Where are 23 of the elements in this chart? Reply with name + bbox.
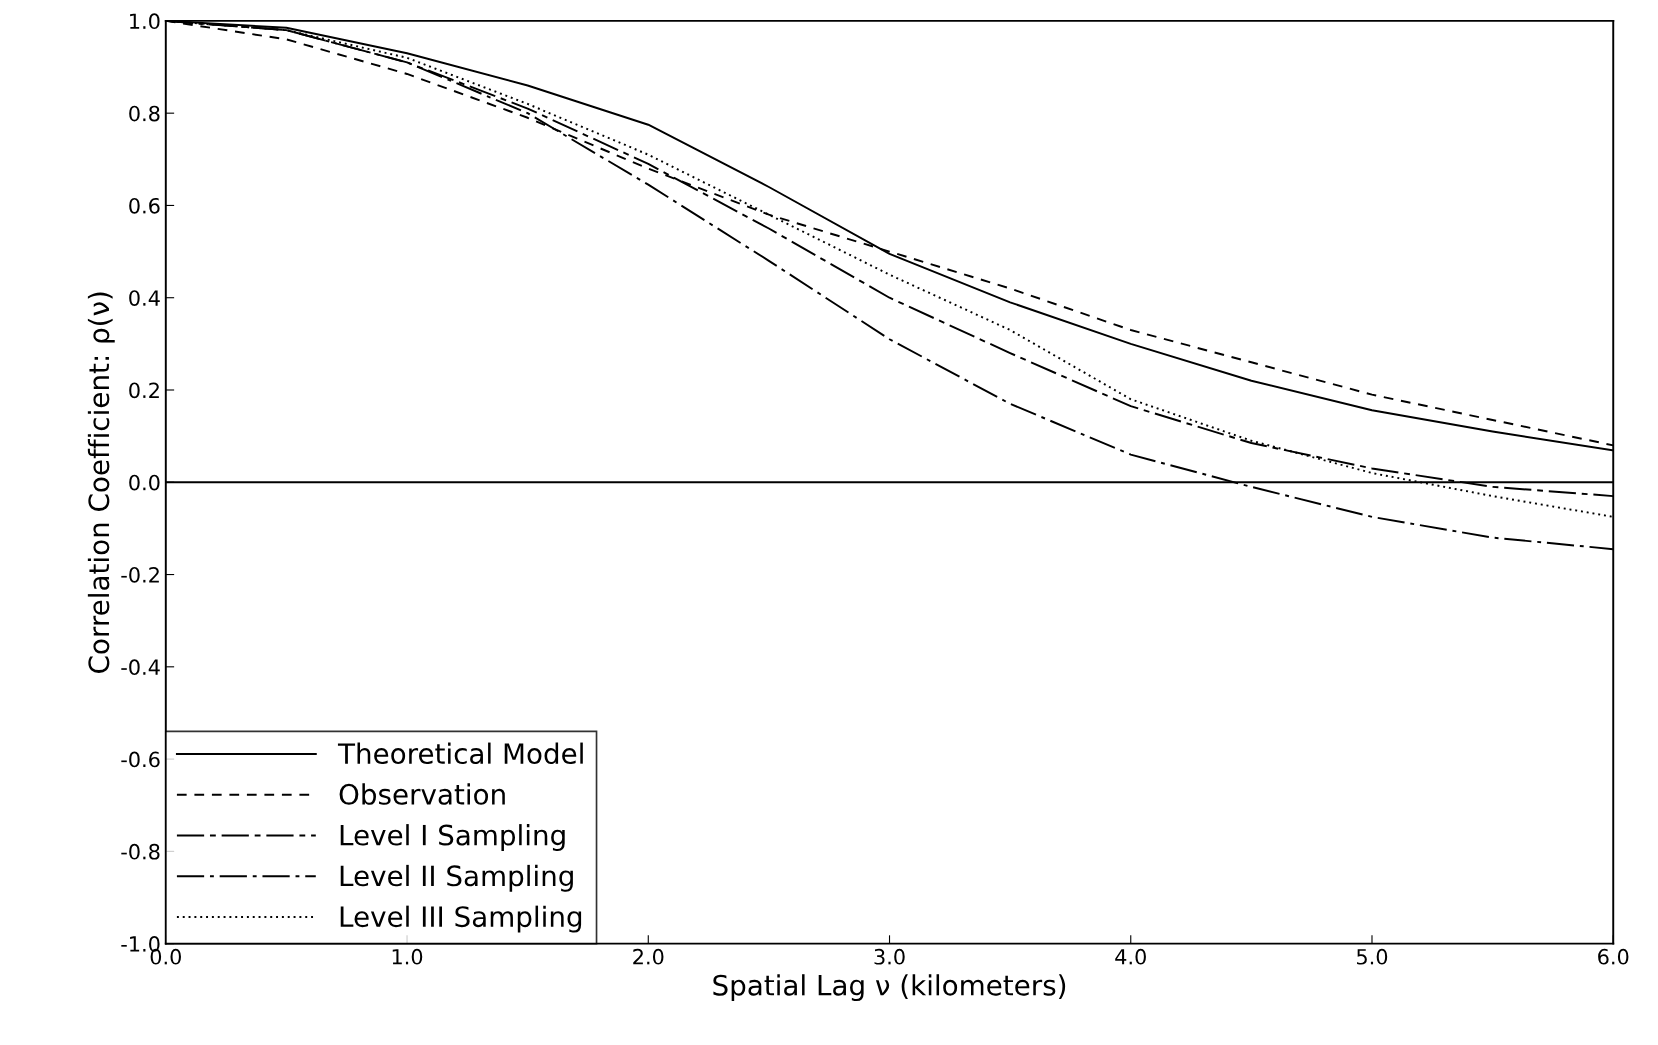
- x-tick-label: 6.0: [1598, 948, 1629, 965]
- y-tick-label: 0.8: [129, 105, 160, 122]
- x-tick-label: 3.0: [874, 948, 905, 965]
- legend-label: Level II Sampling: [340, 864, 573, 892]
- x-axis-title: Spatial Lag ν (kilometers): [713, 974, 1066, 1002]
- y-tick-label: 0.4: [129, 290, 160, 306]
- legend-label: Level III Sampling: [340, 905, 582, 933]
- x-tick-label: 5.0: [1357, 948, 1388, 965]
- x-tick-label: 2.0: [633, 948, 664, 965]
- x-tick-label: 4.0: [1115, 948, 1146, 965]
- y-tick-label: 0.6: [129, 197, 160, 214]
- y-tick-label: 1.0: [130, 13, 160, 30]
- x-tick-label: 1.0: [392, 948, 423, 965]
- legend-label: Theoretical Model: [337, 742, 583, 765]
- y-tick-label: -0.4: [121, 659, 160, 676]
- y-tick-label: -0.2: [121, 566, 159, 583]
- legend-label: Level I Sampling: [340, 824, 565, 851]
- legend-label: Observation: [339, 783, 505, 805]
- y-axis-title: Correlation Coefficient: ρ(ν): [87, 292, 115, 673]
- y-tick-label: 0.2: [129, 382, 159, 399]
- y-tick-label: -0.8: [121, 843, 160, 860]
- y-tick-label: 0.0: [129, 474, 160, 491]
- y-tick-label: -0.6: [121, 751, 160, 768]
